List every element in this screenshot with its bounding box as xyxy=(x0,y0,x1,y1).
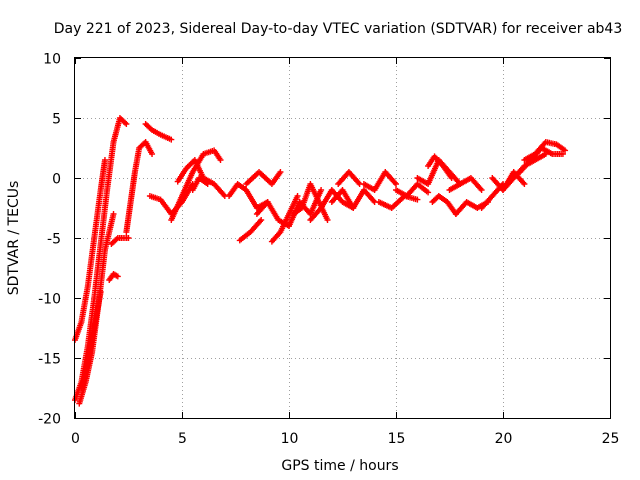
series-sat-h xyxy=(142,121,175,143)
series-sat-o xyxy=(243,169,284,187)
data-point xyxy=(217,157,224,163)
data-point xyxy=(478,187,485,193)
data-point xyxy=(113,236,120,243)
data-point xyxy=(168,136,175,143)
data-point xyxy=(393,181,399,187)
series-sat-ac xyxy=(446,175,485,193)
data-point xyxy=(448,175,455,181)
x-tick-label: 20 xyxy=(495,431,513,447)
series-sat-v xyxy=(335,169,363,187)
data-point xyxy=(559,151,566,157)
data-point xyxy=(324,217,331,223)
y-axis-label: SDTVAR / TECUs xyxy=(6,181,22,296)
x-tick-label: 25 xyxy=(602,431,620,447)
data-point xyxy=(125,235,132,241)
y-tick-label: -10 xyxy=(38,292,61,308)
y-tick-label: 0 xyxy=(52,172,61,188)
y-tick-label: 5 xyxy=(52,112,61,128)
series-sat-f xyxy=(108,235,132,247)
x-tick-label: 0 xyxy=(71,431,80,447)
series-sat-ab xyxy=(429,193,459,217)
x-tick-label: 15 xyxy=(388,431,406,447)
data-point xyxy=(123,121,130,127)
data-point xyxy=(277,169,284,175)
data-point xyxy=(101,157,108,163)
x-tick-label: 10 xyxy=(281,431,299,447)
series-sat-u xyxy=(328,187,378,211)
series-sat-a xyxy=(72,115,130,403)
y-tick-label: 10 xyxy=(43,52,61,68)
series-sat-x xyxy=(375,193,421,211)
grid-lines xyxy=(75,58,610,418)
series-sat-n xyxy=(236,217,265,244)
series-sat-l xyxy=(189,175,211,193)
data-point xyxy=(414,196,421,203)
y-tick-label: -20 xyxy=(38,412,61,428)
data-point xyxy=(258,217,265,223)
series-sat-d xyxy=(78,289,104,391)
data-point xyxy=(149,151,156,157)
series-sat-w xyxy=(360,169,399,193)
series-sat-q xyxy=(268,193,301,245)
series-sat-b xyxy=(72,157,108,343)
data-points xyxy=(72,115,569,407)
series-sat-e xyxy=(106,271,121,283)
series-sat-aa xyxy=(425,153,455,181)
data-point xyxy=(114,273,121,280)
y-tick-label: -5 xyxy=(47,232,61,248)
series-sat-ai xyxy=(517,145,566,175)
plot-frame xyxy=(74,57,611,419)
data-point xyxy=(425,189,432,196)
x-tick-label: 5 xyxy=(178,431,187,447)
data-point xyxy=(294,193,301,199)
data-point xyxy=(97,289,104,295)
data-point xyxy=(521,181,528,187)
series-sat-y xyxy=(393,181,432,199)
data-point xyxy=(110,211,117,217)
x-axis-label: GPS time / hours xyxy=(281,458,398,474)
data-point xyxy=(562,147,569,154)
axis-ticks: 0 5 10 15 20 25 -20 -15 -10 -5 0 5 10 xyxy=(38,52,619,448)
y-tick-label: -15 xyxy=(38,352,61,368)
series-sat-g xyxy=(123,139,156,235)
chart-title: Day 221 of 2023, Sidereal Day-to-day VTE… xyxy=(54,21,623,37)
data-point xyxy=(318,187,325,193)
data-point xyxy=(122,119,129,126)
data-point xyxy=(204,181,211,187)
